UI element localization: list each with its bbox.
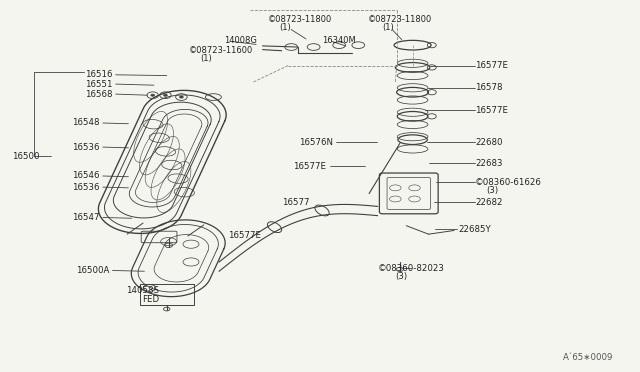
Text: 16548: 16548 [72,119,100,128]
Text: 16500A: 16500A [76,266,109,275]
Text: (1): (1) [200,54,212,63]
Text: 16536: 16536 [72,142,100,151]
Ellipse shape [179,96,183,98]
Text: 22682: 22682 [475,198,502,207]
Text: ©08723-11800: ©08723-11800 [268,15,332,24]
Text: 16516: 16516 [85,70,113,79]
Text: 14008G: 14008G [224,36,257,45]
Ellipse shape [151,94,155,96]
Text: 16577E: 16577E [475,61,508,70]
Text: (1): (1) [279,23,291,32]
Text: 16340M: 16340M [322,36,356,45]
Text: 16551: 16551 [85,80,113,89]
Text: 22680: 22680 [475,138,502,147]
Text: ©08723-11600: ©08723-11600 [189,46,253,55]
Text: 16546: 16546 [72,171,100,180]
Bar [140,284,194,305]
Text: 16577E: 16577E [293,162,326,171]
Text: (3): (3) [396,272,408,281]
Text: 16500: 16500 [12,152,40,161]
Text: FED: FED [142,295,159,304]
Text: 22683: 22683 [475,159,502,168]
Text: 22685Y: 22685Y [458,225,491,234]
Ellipse shape [164,94,168,96]
Text: 16547: 16547 [72,213,100,222]
Text: ©08360-82023: ©08360-82023 [378,264,444,273]
Text: 16577E: 16577E [228,231,261,240]
Text: 16576N: 16576N [299,138,333,147]
Text: ©08360-61626: ©08360-61626 [475,178,542,187]
Text: A´65∗0009: A´65∗0009 [563,353,614,362]
Text: 16578: 16578 [475,83,502,92]
Text: 14058S: 14058S [126,286,159,295]
Text: 16536: 16536 [72,183,100,192]
Text: ©08723-11800: ©08723-11800 [368,15,432,24]
Text: 16568: 16568 [85,90,113,99]
Text: (3): (3) [486,186,498,195]
Text: 16577E: 16577E [475,106,508,115]
Text: 16577: 16577 [282,198,309,207]
Text: (1): (1) [383,23,394,32]
